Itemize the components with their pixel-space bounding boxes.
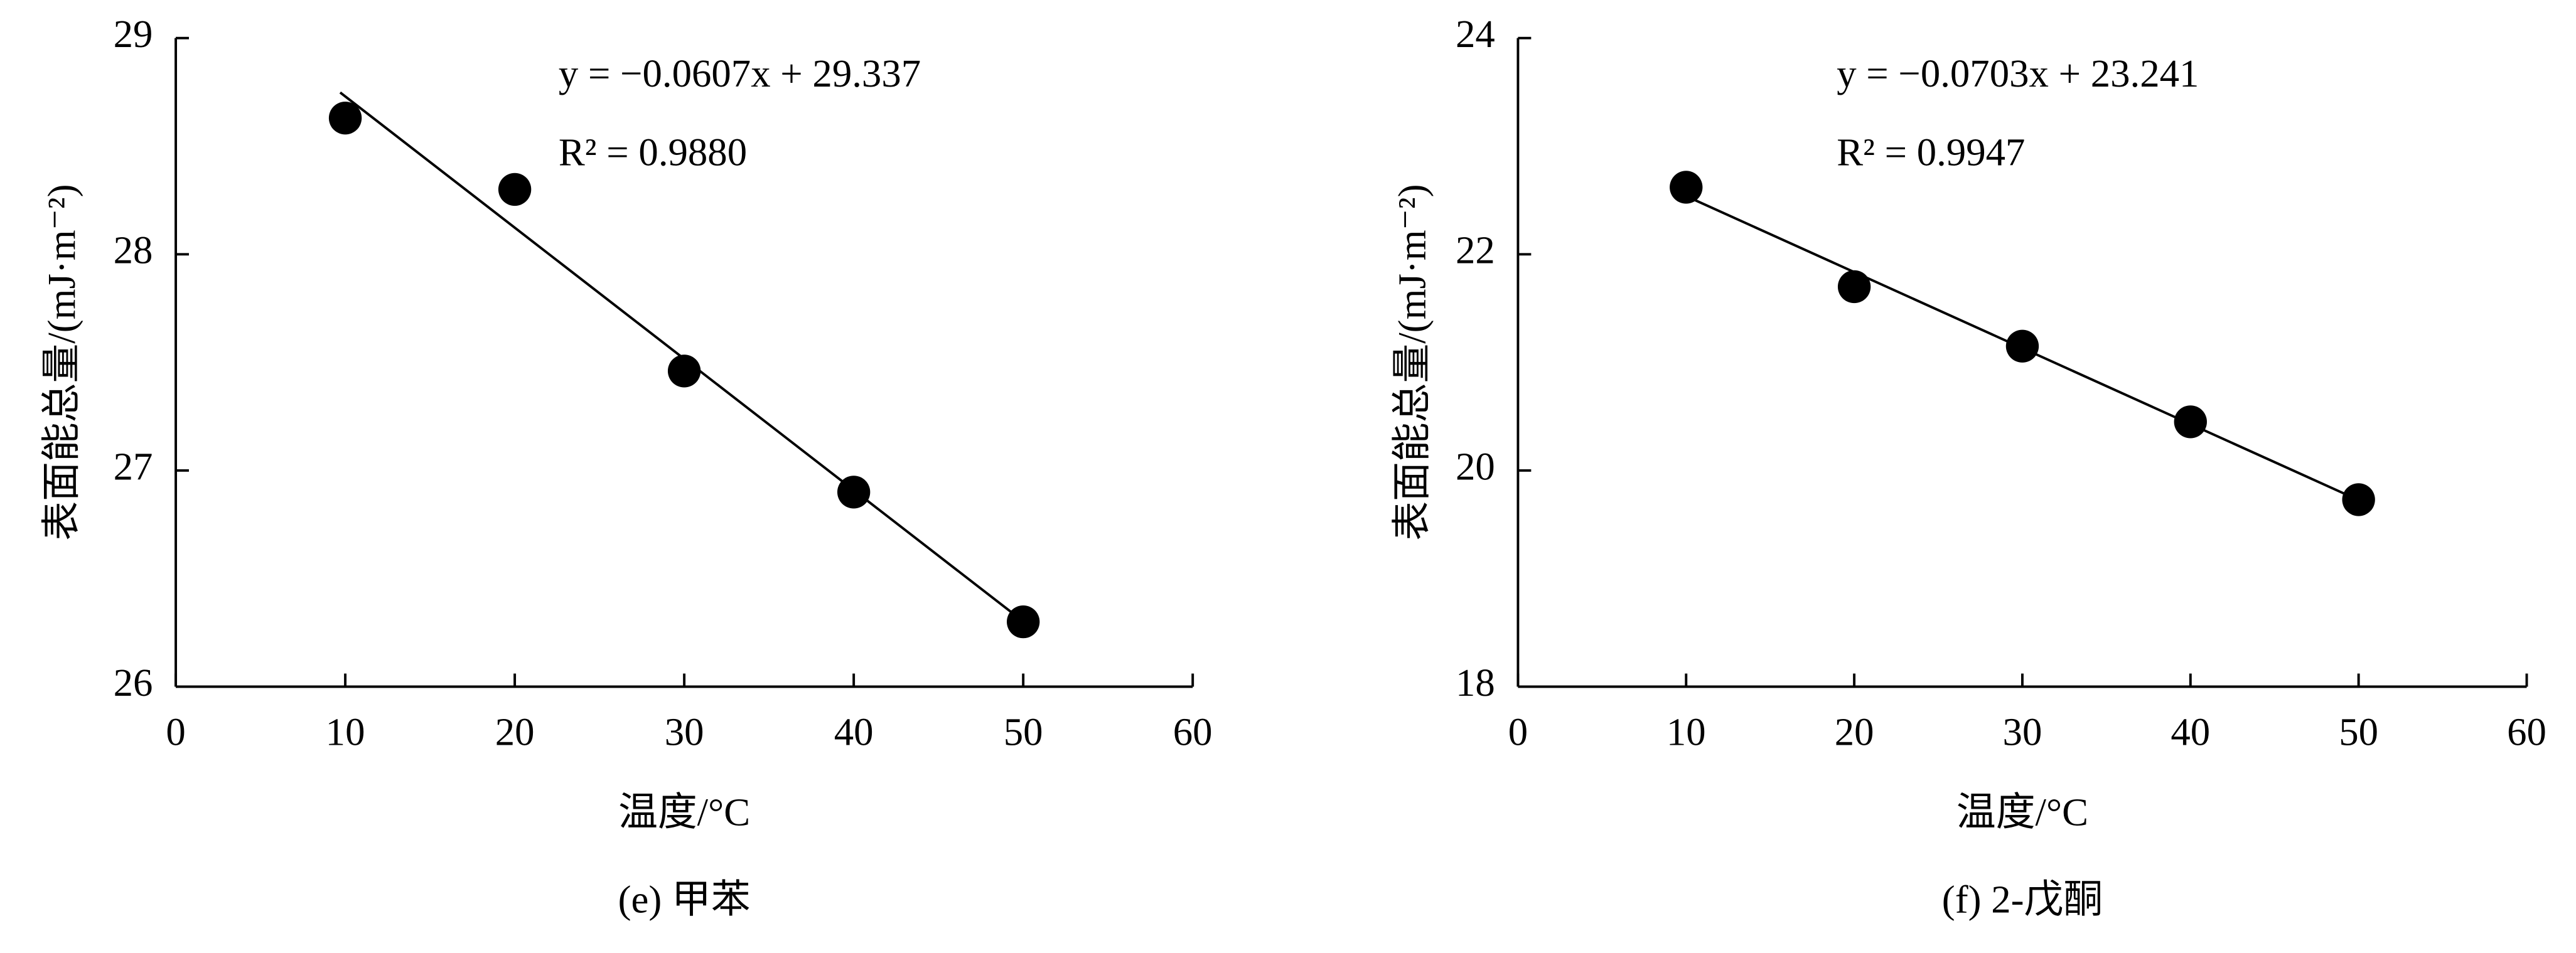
y-tick-label: 26 — [114, 661, 153, 705]
x-tick-label: 20 — [495, 710, 535, 753]
caption: (f) 2-戊酮 — [1942, 877, 2103, 921]
y-tick-label: 22 — [1456, 228, 1495, 272]
y-tick-label: 28 — [114, 228, 153, 272]
x-tick-label: 50 — [2339, 710, 2378, 753]
y-tick-label: 24 — [1456, 12, 1495, 56]
point — [2342, 483, 2375, 516]
point — [1837, 270, 1871, 304]
y-tick-label: 27 — [114, 444, 153, 488]
x-tick-label: 30 — [2003, 710, 2042, 753]
point — [1670, 171, 1703, 204]
point — [2174, 405, 2207, 439]
caption: (e) 甲苯 — [618, 877, 751, 921]
x-tick-label: 10 — [1666, 710, 1706, 753]
r-squared: R² = 0.9947 — [1837, 130, 2025, 174]
point — [837, 476, 871, 509]
x-axis-label: 温度/°C — [1956, 791, 2088, 834]
x-tick-label: 30 — [665, 710, 704, 753]
x-tick-label: 0 — [166, 710, 185, 753]
point — [328, 102, 362, 135]
x-tick-label: 50 — [1004, 710, 1043, 753]
equation: y = −0.0607x + 29.337 — [559, 51, 921, 95]
x-tick-label: 40 — [834, 710, 874, 753]
x-tick-label: 40 — [2171, 710, 2210, 753]
x-tick-label: 20 — [1835, 710, 1874, 753]
y-tick-label: 18 — [1456, 661, 1495, 705]
y-axis-label: 表面能总量/(mJ·m⁻²) — [1390, 184, 1434, 540]
x-tick-label: 0 — [1508, 710, 1528, 753]
x-tick-label: 60 — [1173, 710, 1213, 753]
x-axis-label: 温度/°C — [618, 791, 750, 834]
point — [498, 173, 532, 206]
equation: y = −0.0703x + 23.241 — [1837, 51, 2199, 95]
x-tick-label: 60 — [2507, 710, 2546, 753]
x-tick-label: 10 — [326, 710, 365, 753]
point — [667, 354, 701, 388]
y-axis-label: 表面能总量/(mJ·m⁻²) — [40, 184, 83, 540]
r-squared: R² = 0.9880 — [559, 130, 747, 174]
point — [2005, 329, 2039, 363]
point — [1006, 605, 1040, 639]
y-tick-label: 29 — [114, 12, 153, 56]
y-tick-label: 20 — [1456, 444, 1495, 488]
